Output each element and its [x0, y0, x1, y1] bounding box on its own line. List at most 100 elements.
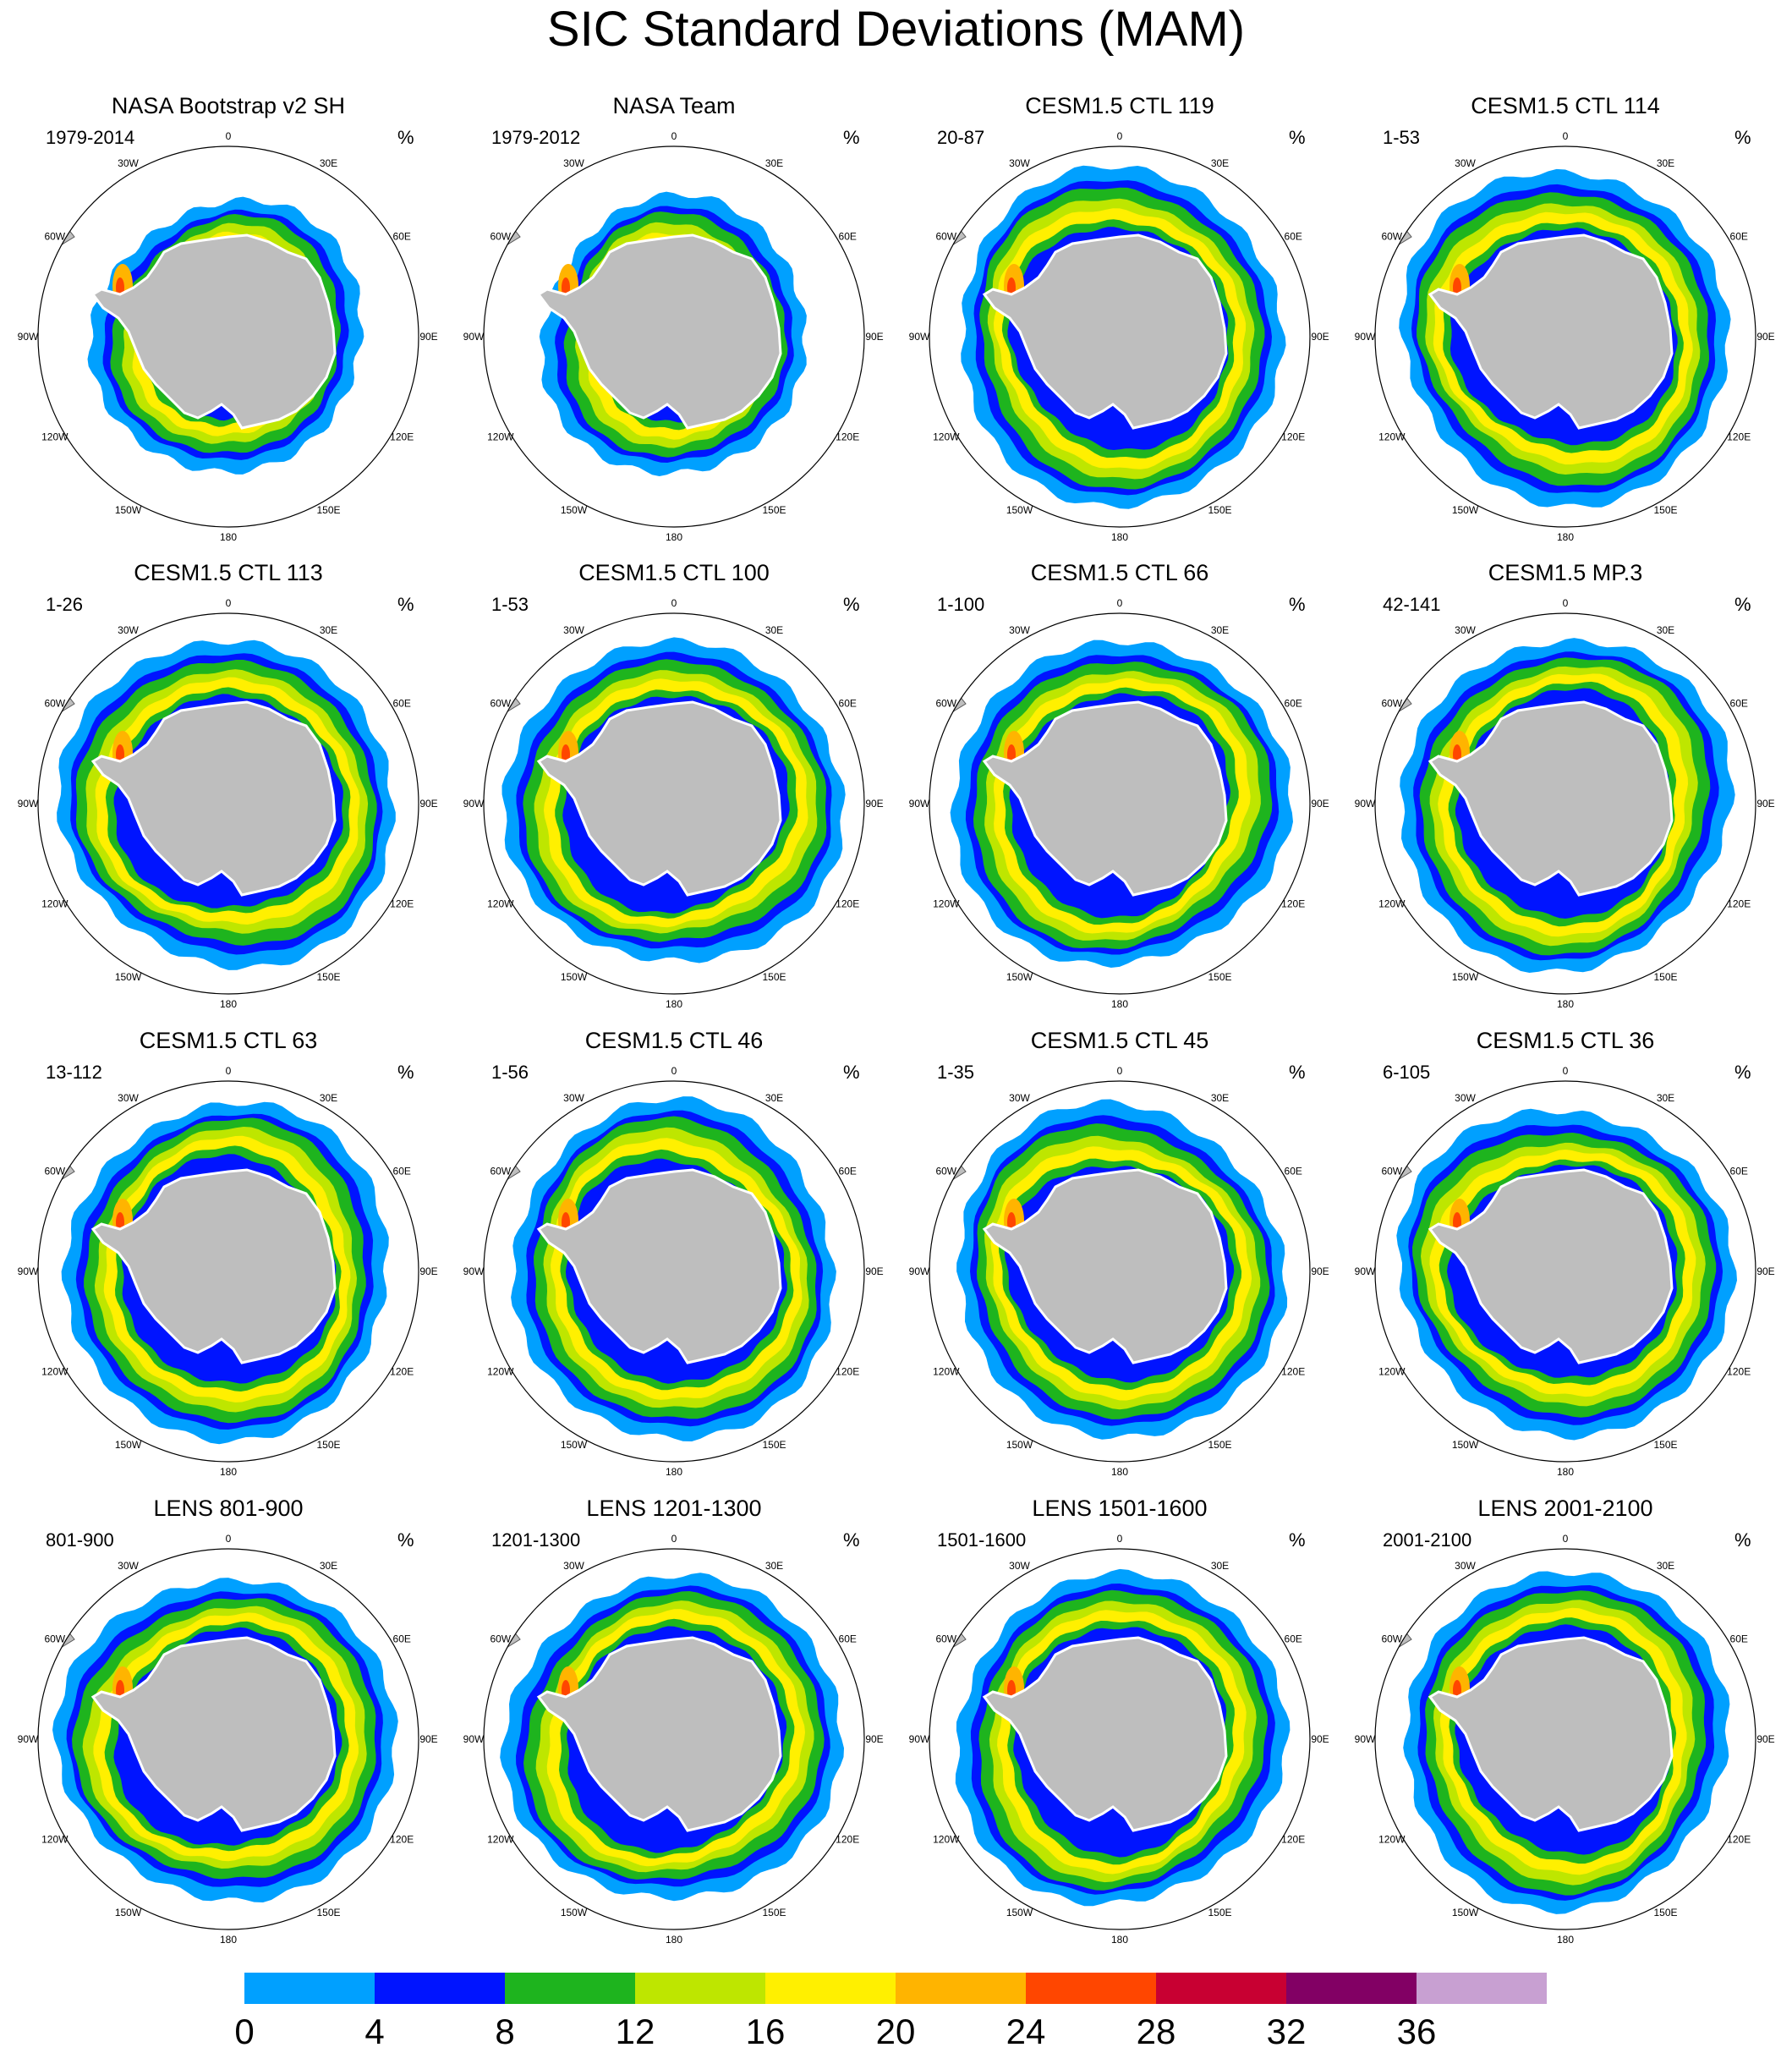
panel-period: 1979-2012 — [491, 127, 581, 148]
longitude-label: 30W — [563, 1092, 584, 1104]
sea-ice-field — [929, 1568, 1291, 1907]
antarctica-landmass — [1428, 700, 1674, 897]
longitude-label: 90E — [1311, 1265, 1329, 1277]
colorbar-swatch — [1417, 1973, 1547, 2004]
longitude-label: 120W — [1378, 1366, 1406, 1378]
panel-unit: % — [397, 127, 414, 148]
map-panel: 0 30E 60E 90E 120E 150E 180 150W 120W 90W 60W 30W CE… — [900, 1026, 1340, 1496]
panel-unit: % — [1289, 1062, 1306, 1083]
longitude-label: 60E — [1285, 231, 1302, 243]
longitude-label: 150W — [1452, 504, 1479, 516]
sea-ice-field — [38, 640, 396, 970]
longitude-label: 90W — [1355, 1733, 1376, 1745]
longitude-label: 120W — [487, 1366, 514, 1378]
panel-period: 1-26 — [46, 594, 84, 615]
longitude-label: 0 — [1117, 130, 1123, 142]
longitude-label: 150W — [1452, 971, 1479, 983]
longitude-label: 150E — [316, 1439, 340, 1451]
longitude-label: 120W — [41, 1834, 69, 1846]
longitude-label: 30W — [563, 157, 584, 169]
map-panel: 0 30E 60E 90E 120E 150E 180 150W 120W 90W 60W 30W CE… — [1345, 1026, 1785, 1496]
longitude-label: 150E — [316, 971, 340, 983]
panel-period: 2001-2100 — [1383, 1529, 1472, 1551]
longitude-label: 120W — [933, 1834, 960, 1846]
longitude-label: 60E — [1285, 698, 1302, 710]
panel-title: NASA Team — [612, 93, 736, 118]
panel-period: 1-100 — [937, 594, 985, 615]
polar-map: 0 30E 60E 90E 120E 150E 180 150W 120W 90W 60W 30W — [18, 1065, 438, 1478]
longitude-label: 90E — [1756, 1733, 1774, 1745]
colorbar-label: 20 — [876, 2012, 916, 2051]
map-frame — [1374, 612, 1756, 995]
colorbar-swatch — [375, 1973, 505, 2004]
panel-unit: % — [843, 1062, 860, 1083]
longitude-label: 120W — [933, 898, 960, 910]
map-panel: 0 30E 60E 90E 120E 150E 180 150W 120W 90W 60W 30W LE… — [8, 1494, 448, 1963]
sea-ice-field — [1375, 638, 1735, 973]
longitude-label: 120E — [1281, 1366, 1305, 1378]
sea-ice-field — [929, 1099, 1288, 1440]
longitude-label: 0 — [226, 130, 232, 142]
longitude-label: 30W — [1455, 1092, 1476, 1104]
longitude-label: 90W — [463, 798, 485, 810]
longitude-label: 150W — [115, 971, 142, 983]
colorbar-label: 28 — [1137, 2012, 1176, 2051]
longitude-label: 150E — [1653, 971, 1677, 983]
map-frame — [37, 1080, 419, 1463]
longitude-label: 180 — [1557, 531, 1574, 543]
panel-title: CESM1.5 CTL 113 — [134, 560, 323, 585]
longitude-label: 60W — [935, 698, 956, 710]
longitude-label: 60W — [44, 698, 65, 710]
longitude-label: 30W — [118, 157, 139, 169]
longitude-label: 30W — [1455, 1560, 1476, 1572]
antarctica-landmass — [90, 1168, 337, 1364]
longitude-label: 120W — [1378, 898, 1406, 910]
longitude-label: 30E — [1657, 157, 1674, 169]
longitude-label: 30W — [118, 1560, 139, 1572]
polar-map: 0 30E 60E 90E 120E 150E 180 150W 120W 90W 60W 30W — [1355, 1065, 1775, 1478]
polar-map: 0 30E 60E 90E 120E 150E 180 150W 120W 90W 60W 30W — [18, 130, 438, 543]
polar-map: 0 30E 60E 90E 120E 150E 180 150W 120W 90W 60W 30W — [18, 1533, 438, 1946]
longitude-label: 150E — [1208, 971, 1231, 983]
longitude-label: 150W — [1006, 504, 1033, 516]
longitude-label: 60E — [393, 1166, 411, 1177]
panel-title: LENS 2001-2100 — [1477, 1496, 1653, 1521]
colorbar-swatch — [765, 1973, 896, 2004]
longitude-label: 90W — [463, 1733, 485, 1745]
longitude-label: 30E — [320, 1092, 337, 1104]
longitude-label: 60W — [1381, 1633, 1402, 1645]
panel-title: CESM1.5 CTL 114 — [1471, 93, 1660, 118]
longitude-label: 30W — [118, 1092, 139, 1104]
longitude-label: 60E — [839, 231, 857, 243]
longitude-label: 0 — [671, 597, 677, 609]
longitude-label: 150E — [762, 1907, 786, 1919]
colorbar-swatch — [896, 1973, 1026, 2004]
antarctica-landmass — [536, 1168, 782, 1364]
longitude-label: 150E — [762, 504, 786, 516]
map-frame — [483, 1080, 865, 1463]
map-panel: 0 30E 60E 90E 120E 150E 180 150W 120W 90W 60W 30W NA… — [8, 91, 448, 561]
longitude-label: 120E — [390, 898, 414, 910]
colorbar-label: 36 — [1397, 2012, 1437, 2051]
antarctica-landmass — [1428, 1168, 1674, 1364]
longitude-label: 90E — [1311, 798, 1329, 810]
longitude-label: 90E — [1311, 1733, 1329, 1745]
longitude-label: 30E — [1657, 1560, 1674, 1572]
longitude-label: 60W — [44, 231, 65, 243]
panel-period: 1201-1300 — [491, 1529, 581, 1551]
panel-title: CESM1.5 CTL 45 — [1030, 1028, 1209, 1053]
panel-unit: % — [397, 594, 414, 615]
longitude-label: 90W — [1355, 798, 1376, 810]
antarctica-landmass — [982, 700, 1228, 897]
longitude-label: 150W — [1006, 971, 1033, 983]
longitude-label: 180 — [666, 1934, 682, 1946]
colorbar-label: 0 — [234, 2012, 254, 2051]
sea-ice-field — [38, 1578, 398, 1902]
panel-period: 13-112 — [46, 1062, 102, 1083]
longitude-label: 180 — [666, 1466, 682, 1478]
longitude-label: 150W — [561, 971, 588, 983]
map-frame — [37, 612, 419, 995]
longitude-label: 60E — [839, 1633, 857, 1645]
colorbar-label: 16 — [746, 2012, 786, 2051]
longitude-label: 90E — [419, 331, 437, 343]
